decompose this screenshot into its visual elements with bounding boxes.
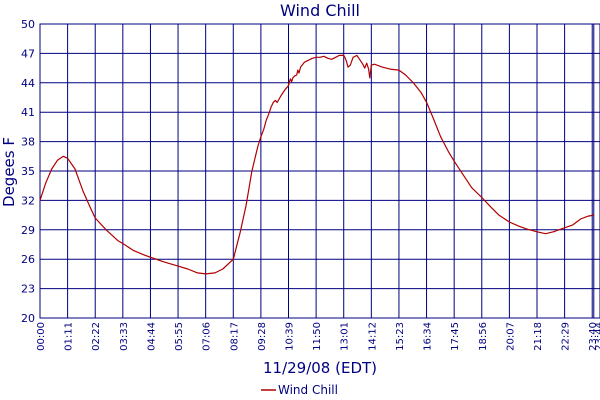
x-tick-label: 21:18 — [533, 322, 544, 351]
x-tick-label: 08:17 — [229, 322, 240, 351]
x-tick-label: 01:11 — [64, 322, 75, 351]
x-tick-label: 03:33 — [119, 322, 130, 351]
y-tick-label: 32 — [21, 194, 35, 207]
y-tick-label: 41 — [21, 106, 35, 119]
x-tick-label: 11:50 — [312, 322, 323, 351]
legend: Wind Chill — [261, 383, 338, 397]
x-tick-label: 20:07 — [505, 322, 516, 351]
y-tick-label: 23 — [21, 283, 35, 296]
x-tick-label: 17:45 — [450, 322, 461, 351]
series-line-wind-chill — [39, 54, 594, 275]
y-axis-label: Degees F — [0, 137, 18, 207]
chart-title: Wind Chill — [280, 1, 360, 20]
y-tick-label: 26 — [21, 253, 35, 266]
y-tick-label: 20 — [21, 312, 35, 325]
x-tick-label: 22:29 — [561, 322, 572, 351]
x-tick-label: 02:22 — [91, 322, 102, 351]
x-tick-label: 00:00 — [36, 322, 47, 351]
y-tick-labels: 20 23 26 29 32 35 38 41 44 47 50 — [21, 18, 35, 325]
x-tick-label: 23:44 — [594, 322, 600, 351]
x-tick-label: 14:12 — [367, 322, 378, 351]
y-tick-label: 38 — [21, 136, 35, 149]
x-tick-label: 13:01 — [340, 322, 351, 351]
x-tick-label: 18:56 — [478, 322, 489, 351]
x-tick-labels: 00:00 01:11 02:22 03:33 04:44 05:55 07:06 08:17… — [36, 322, 600, 351]
y-tick-label: 44 — [21, 77, 35, 90]
x-tick-label: 05:55 — [174, 322, 185, 351]
y-tick-label: 29 — [21, 224, 35, 237]
x-tick-label: 16:34 — [423, 322, 434, 351]
x-tick-label: 09:28 — [257, 322, 268, 351]
y-tick-label: 47 — [21, 47, 35, 60]
x-tick-label: 04:44 — [146, 322, 157, 351]
y-tick-label: 50 — [21, 18, 35, 31]
x-tick-label: 23:40 — [588, 322, 599, 351]
x-tick-label: 07:06 — [202, 322, 213, 351]
plot-area-border — [39, 23, 600, 319]
x-tick-label: 15:23 — [395, 322, 406, 351]
legend-label: Wind Chill — [278, 383, 338, 397]
x-axis-label: 11/29/08 (EDT) — [263, 359, 377, 377]
y-tick-label: 35 — [21, 165, 35, 178]
grid-lines — [39, 23, 600, 319]
x-tick-label: 10:39 — [285, 322, 296, 351]
